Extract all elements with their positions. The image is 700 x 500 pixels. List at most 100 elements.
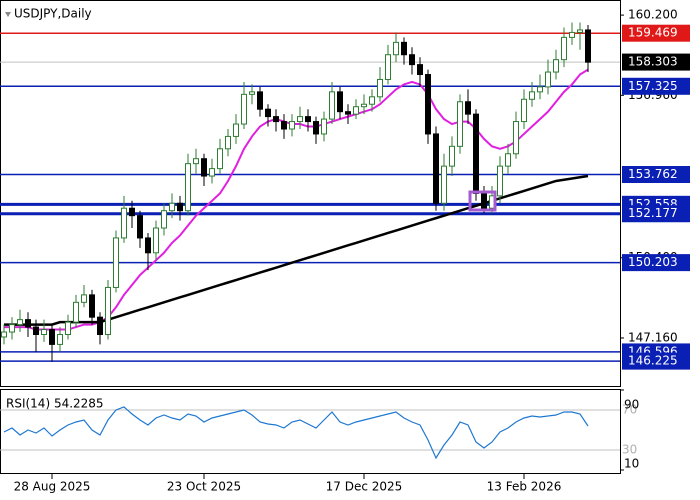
candle-body [329, 91, 335, 120]
candle-body [281, 121, 287, 130]
candle-body [353, 106, 359, 115]
level-label: 150.203 [628, 255, 678, 269]
candle-body [409, 54, 415, 66]
level-label-box [622, 352, 690, 370]
candle-body [65, 321, 71, 336]
candle-body [393, 41, 399, 56]
candle-body [137, 215, 143, 239]
candle-body [417, 64, 423, 76]
candle-body [361, 103, 367, 108]
candle-body [377, 78, 383, 98]
candle-body [105, 286, 111, 336]
rsi-level-label: 70 [622, 403, 637, 417]
rsi-y-tick-label: 10 [624, 457, 639, 471]
candle-body [121, 207, 127, 239]
candle-body [17, 319, 23, 326]
candle-body [225, 135, 231, 150]
candle-body [209, 168, 215, 177]
level-label-box [622, 205, 690, 223]
candle-body [25, 319, 31, 328]
candle-body [217, 148, 223, 170]
candle-body [257, 91, 263, 110]
candle-body [193, 158, 199, 165]
candle-body [129, 207, 135, 217]
candle-body [321, 118, 327, 135]
level-label: 153.762 [628, 167, 678, 181]
current-price-box [622, 53, 690, 71]
candle-body [177, 202, 183, 212]
candle-body [33, 326, 39, 336]
candle-body [297, 116, 303, 123]
x-tick-label: 13 Feb 2026 [487, 480, 562, 494]
x-tick-label: 17 Dec 2025 [326, 480, 403, 494]
level-label: 146.225 [628, 354, 678, 368]
candle-body [41, 329, 47, 336]
level-label-box [622, 166, 690, 184]
candle-body [145, 237, 151, 254]
candle-body [337, 91, 343, 113]
candle-body [265, 108, 271, 118]
current-price-label: 158.303 [628, 55, 678, 69]
candle-body [305, 116, 311, 123]
candle-body [569, 31, 575, 38]
level-label-box [622, 77, 690, 95]
candle-body [153, 227, 159, 254]
candle-body [161, 210, 167, 229]
candle-body [369, 96, 375, 105]
candle-body [513, 121, 519, 155]
candle-body [449, 145, 455, 167]
candle-body [73, 301, 79, 323]
candle-body [585, 29, 591, 63]
candle-body [97, 316, 103, 336]
candle-body [497, 165, 503, 197]
candle-body [401, 41, 407, 56]
x-tick-label: 23 Oct 2025 [167, 480, 241, 494]
candle-body [185, 163, 191, 212]
candle-body [273, 116, 279, 123]
rsi-y-tick-label: 90 [624, 398, 639, 412]
candle-body [433, 133, 439, 204]
title-icon [5, 12, 11, 17]
candle-body [545, 71, 551, 88]
candle-body [481, 192, 487, 209]
main-panel [0, 0, 621, 387]
rsi-panel [0, 389, 621, 474]
candle-body [441, 165, 447, 204]
highlight-box [468, 190, 497, 212]
candle-body [457, 101, 463, 147]
rsi-line [3, 406, 589, 460]
candle-body [425, 74, 431, 135]
candle-body [1, 331, 7, 338]
candle-body [233, 123, 239, 137]
y-tick-label: 160.200 [628, 8, 678, 22]
level-label: 157.325 [628, 79, 678, 93]
rsi-level-label: 30 [622, 443, 637, 457]
candle-body [529, 91, 535, 100]
candle-body [345, 111, 351, 115]
candle-body [385, 54, 391, 80]
candle-body [81, 294, 87, 303]
candle-body [49, 329, 55, 345]
candle-body [169, 202, 175, 212]
candle-body [113, 237, 119, 288]
x-tick-label: 28 Aug 2025 [14, 480, 91, 494]
level-label: 159.469 [628, 26, 678, 40]
candle-body [553, 59, 559, 73]
candle-body [577, 29, 583, 33]
candle-body [313, 121, 319, 135]
rsi-title: RSI(14) 54.2285 [6, 397, 104, 411]
y-tick-label: 147.160 [628, 330, 678, 344]
candle-body [57, 334, 63, 345]
candle-body [473, 113, 479, 194]
candle-body [537, 86, 543, 93]
level-label-box [622, 254, 690, 272]
level-label: 152.177 [628, 206, 678, 220]
candle-body [505, 153, 511, 167]
candle-body [249, 91, 255, 95]
candle-body [289, 121, 295, 130]
candle-body [241, 93, 247, 125]
candle-body [465, 101, 471, 115]
candle-body [9, 324, 15, 333]
candle-body [89, 294, 95, 318]
candle-body [201, 158, 207, 177]
